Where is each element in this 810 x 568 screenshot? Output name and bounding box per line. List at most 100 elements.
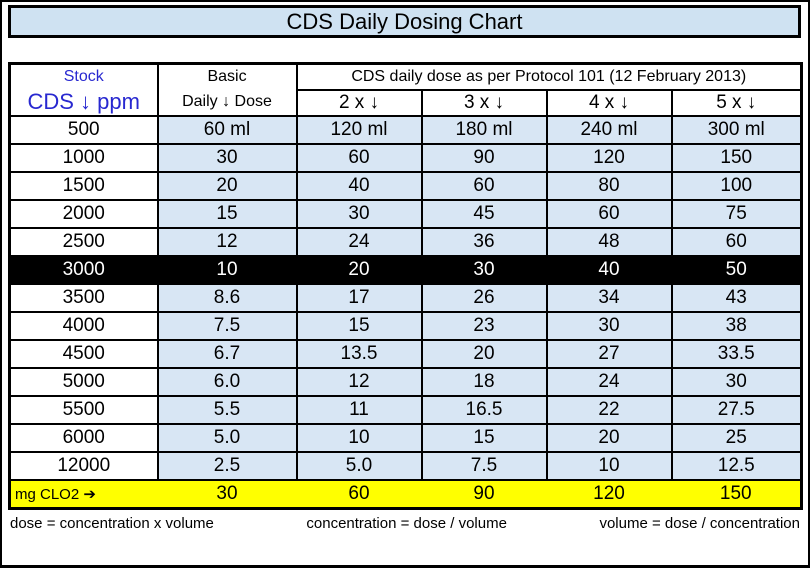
table-row: 2000 15 30 45 60 75 (8, 199, 803, 229)
dose-value-cell: 15 (156, 199, 298, 229)
dose-value-cell: 12 (295, 367, 423, 397)
dose-value-cell: 300 ml (670, 115, 803, 145)
dose-value-cell: 20 (156, 171, 298, 201)
dose-value-cell: 60 (295, 143, 423, 173)
dose-value-cell: 60 (420, 171, 548, 201)
dose-value-cell: 150 (670, 143, 803, 173)
dose-value-cell: 22 (545, 395, 673, 425)
formula-concentration: concentration = dose / volume (306, 514, 507, 532)
mg-clo2-label: mg CLO2 ➔ (9, 479, 158, 509)
stock-ppm-cell: 12000 (8, 451, 159, 481)
multiplier-header: 3 x ↓ (420, 88, 548, 118)
dose-value-cell: 120 (545, 143, 673, 173)
dose-value-cell: 80 (545, 171, 673, 201)
multiplier-header: 5 x ↓ (670, 88, 803, 118)
mg-clo2-value: 150 (671, 479, 802, 509)
stock-ppm-cell: 3500 (8, 283, 159, 313)
dose-value-cell: 5.0 (156, 423, 298, 453)
dose-value-cell: 7.5 (156, 311, 298, 341)
dose-value-cell: 240 ml (545, 115, 673, 145)
dose-value-cell: 40 (545, 255, 673, 285)
formula-dose: dose = concentration x volume (10, 514, 214, 532)
basic-header-line2: Daily ↓ Dose (182, 93, 272, 110)
dose-value-cell: 20 (295, 255, 423, 285)
dose-value-cell: 20 (545, 423, 673, 453)
stock-ppm-cell: 4500 (8, 339, 159, 369)
dose-value-cell: 26 (420, 283, 548, 313)
basic-column-header: Basic Daily ↓ Dose (156, 62, 298, 117)
dose-value-cell: 24 (545, 367, 673, 397)
table-row: 500 60 ml 120 ml 180 ml 240 ml 300 ml (8, 115, 803, 145)
table-row: 1500 20 40 60 80 100 (8, 171, 803, 201)
table-row: 12000 2.5 5.0 7.5 10 12.5 (8, 451, 803, 481)
dose-value-cell: 10 (295, 423, 423, 453)
table-row: 3500 8.6 17 26 34 43 (8, 283, 803, 313)
dosing-table: Stock CDS ↓ ppm Basic Daily ↓ Dose CDS d… (8, 62, 803, 510)
dose-value-cell: 34 (545, 283, 673, 313)
table-row: 6000 5.0 10 15 20 25 (8, 423, 803, 453)
dose-value-cell: 11 (295, 395, 423, 425)
dose-value-cell: 48 (545, 227, 673, 257)
mg-clo2-value: 120 (546, 479, 672, 509)
header-row-1: Stock CDS ↓ ppm Basic Daily ↓ Dose CDS d… (8, 62, 803, 117)
mg-clo2-value: 30 (157, 479, 297, 509)
stock-ppm-cell: 1500 (8, 171, 159, 201)
dose-value-cell: 6.0 (156, 367, 298, 397)
dose-value-cell: 30 (420, 255, 548, 285)
stock-ppm-cell: 5000 (8, 367, 159, 397)
dose-value-cell: 30 (545, 311, 673, 341)
dose-value-cell: 2.5 (156, 451, 298, 481)
dose-value-cell: 36 (420, 227, 548, 257)
multiplier-header: 2 x ↓ (295, 88, 423, 118)
dose-value-cell: 45 (420, 199, 548, 229)
dose-value-cell: 16.5 (420, 395, 548, 425)
dose-value-cell: 5.0 (295, 451, 423, 481)
multiplier-header: 4 x ↓ (545, 88, 673, 118)
dose-value-cell: 90 (420, 143, 548, 173)
dose-value-cell: 12.5 (670, 451, 803, 481)
dose-value-cell: 33.5 (670, 339, 803, 369)
dose-value-cell: 100 (670, 171, 803, 201)
dose-value-cell: 60 ml (156, 115, 298, 145)
table-row: 3000 10 20 30 40 50 (8, 255, 803, 285)
dose-value-cell: 20 (420, 339, 548, 369)
formula-footer: dose = concentration x volume concentrat… (10, 515, 800, 532)
dose-value-cell: 5.5 (156, 395, 298, 425)
dose-value-cell: 27 (545, 339, 673, 369)
mg-clo2-value: 60 (296, 479, 422, 509)
dose-value-cell: 8.6 (156, 283, 298, 313)
dose-value-cell: 30 (670, 367, 803, 397)
stock-header-line1: Stock (63, 68, 104, 85)
dose-value-cell: 15 (420, 423, 548, 453)
protocol-header: CDS daily dose as per Protocol 101 (12 F… (295, 62, 803, 91)
dose-value-cell: 60 (670, 227, 803, 257)
table-row: 2500 12 24 36 48 60 (8, 227, 803, 257)
stock-ppm-cell: 5500 (8, 395, 159, 425)
stock-column-header: Stock CDS ↓ ppm (8, 62, 159, 117)
stock-ppm-cell: 4000 (8, 311, 159, 341)
table-row: 4500 6.7 13.5 20 27 33.5 (8, 339, 803, 369)
dose-value-cell: 75 (670, 199, 803, 229)
dose-value-cell: 50 (670, 255, 803, 285)
dose-value-cell: 25 (670, 423, 803, 453)
stock-ppm-cell: 2500 (8, 227, 159, 257)
dose-value-cell: 23 (420, 311, 548, 341)
mg-clo2-value: 90 (421, 479, 547, 509)
dose-value-cell: 43 (670, 283, 803, 313)
dose-value-cell: 180 ml (420, 115, 548, 145)
stock-ppm-cell: 2000 (8, 199, 159, 229)
dose-value-cell: 10 (545, 451, 673, 481)
table-row: 5500 5.5 11 16.5 22 27.5 (8, 395, 803, 425)
basic-header-line1: Basic (207, 68, 247, 85)
dose-value-cell: 15 (295, 311, 423, 341)
stock-ppm-cell: 3000 (8, 255, 159, 285)
stock-header-line2: CDS ↓ ppm (27, 89, 140, 114)
table-row: 4000 7.5 15 23 30 38 (8, 311, 803, 341)
dose-value-cell: 30 (295, 199, 423, 229)
dose-value-cell: 7.5 (420, 451, 548, 481)
header-row-2: 2 x ↓ 3 x ↓ 4 x ↓ 5 x ↓ (10, 88, 803, 118)
dose-value-cell: 12 (156, 227, 298, 257)
dose-value-cell: 17 (295, 283, 423, 313)
dose-value-cell: 6.7 (156, 339, 298, 369)
